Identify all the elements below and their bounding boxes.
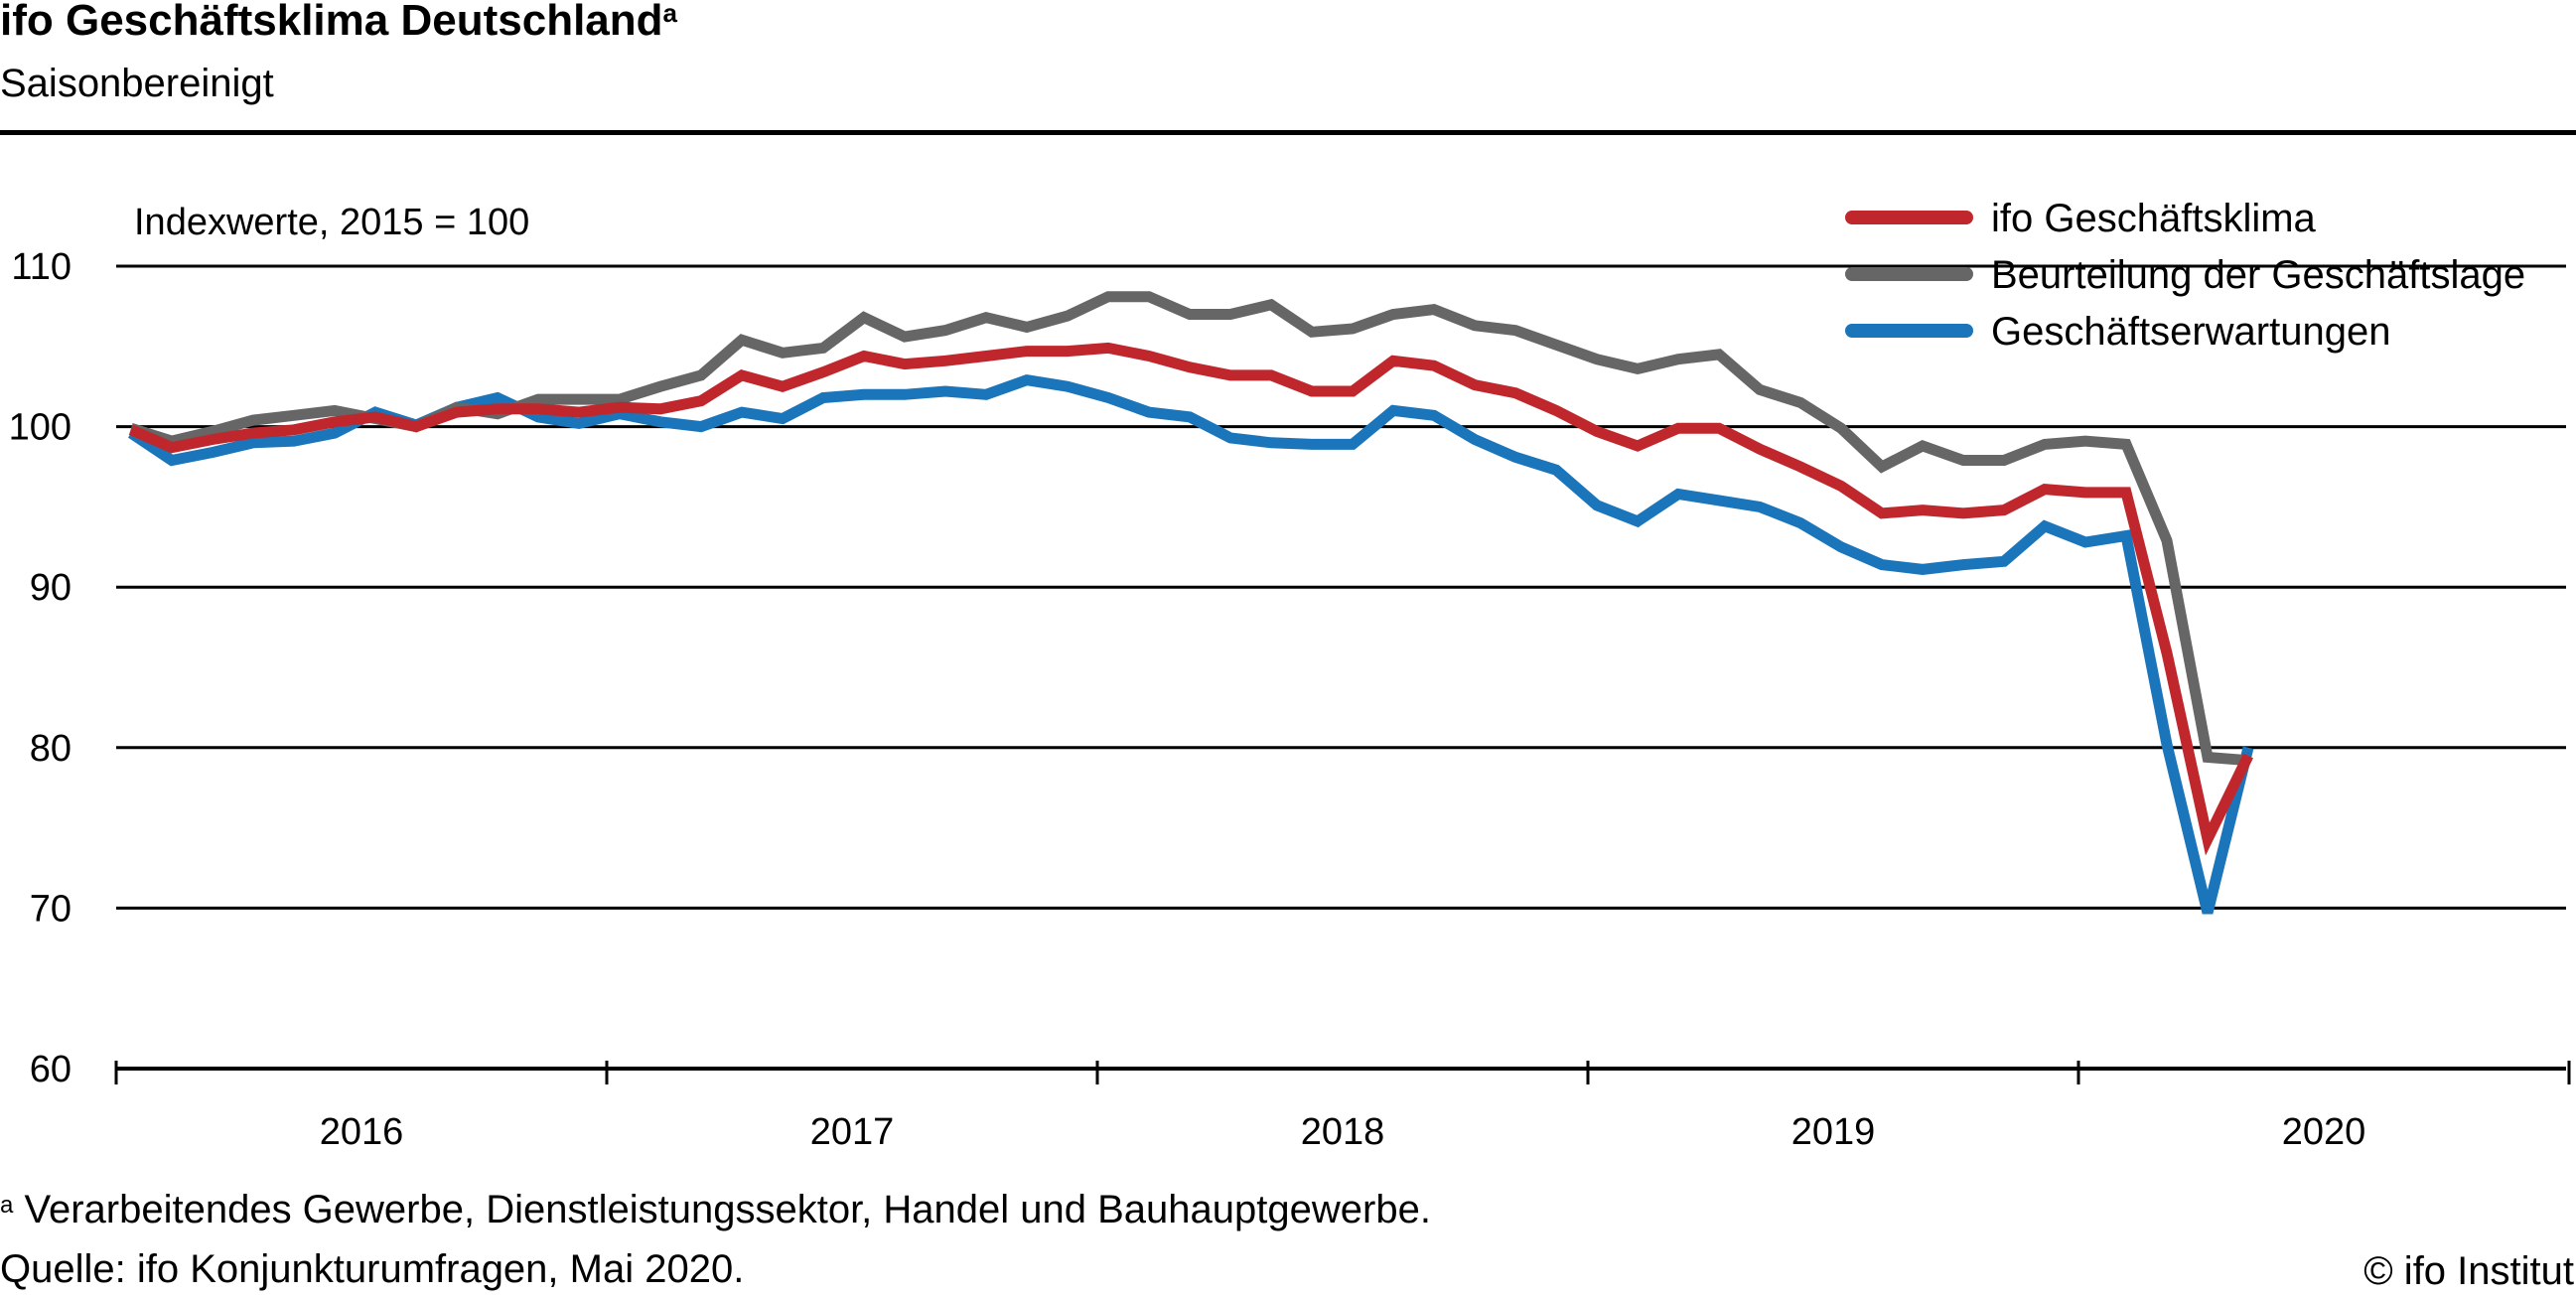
source-note: Quelle: ifo Konjunkturumfragen, Mai 2020… xyxy=(0,1247,745,1291)
y-tick-label: 80 xyxy=(30,728,72,770)
page-title-text: ifo Geschäftsklima Deutschland xyxy=(0,0,663,45)
y-axis-unit-label: Indexwerte, 2015 = 100 xyxy=(134,202,529,243)
series-line-ifo-geschaeftsklima xyxy=(128,342,2253,856)
y-tick-label: 60 xyxy=(30,1049,72,1090)
x-tick-label: 2017 xyxy=(810,1111,895,1153)
x-tick-label: 2019 xyxy=(1791,1111,1876,1153)
y-tick-label: 90 xyxy=(30,567,72,609)
copyright-note: © ifo Institut xyxy=(2363,1249,2574,1293)
legend-label: ifo Geschäftsklima xyxy=(1991,197,2317,240)
legend: ifo Geschäftsklima Beurteilung der Geschä… xyxy=(1845,197,2525,354)
page-subtitle: Saisonbereinigt xyxy=(0,62,274,105)
y-axis-tick-labels: 60 70 80 90 100 110 xyxy=(9,246,72,1090)
page-title-footnote-mark: a xyxy=(662,0,677,28)
line-chart: 60 70 80 90 100 110 2016 2017 2018 2019 2020 Inde… xyxy=(9,197,2571,1153)
title-divider xyxy=(0,130,2576,135)
series-line-geschaeftserwartungen xyxy=(127,374,2254,915)
y-tick-label: 100 xyxy=(9,407,72,449)
series-lines xyxy=(127,291,2254,915)
footnote: a Verarbeitendes Gewerbe, Dienstleistung… xyxy=(0,1188,1431,1232)
x-tick-label: 2020 xyxy=(2282,1111,2366,1153)
y-tick-label: 110 xyxy=(11,246,72,288)
x-tick-label: 2016 xyxy=(320,1111,404,1153)
page-title: ifo Geschäftsklima Deutschlanda xyxy=(0,0,677,46)
x-tick-label: 2018 xyxy=(1301,1111,1385,1153)
gridlines xyxy=(116,264,2566,910)
footnote-mark: a xyxy=(0,1192,14,1219)
legend-label: Geschäftserwartungen xyxy=(1991,310,2390,354)
legend-label: Beurteilung der Geschäftslage xyxy=(1991,253,2525,297)
x-axis: 2016 2017 2018 2019 2020 xyxy=(114,1061,2571,1153)
footnote-text: Verarbeitendes Gewerbe, Dienstleistungss… xyxy=(24,1188,1431,1231)
y-tick-label: 70 xyxy=(30,888,72,930)
